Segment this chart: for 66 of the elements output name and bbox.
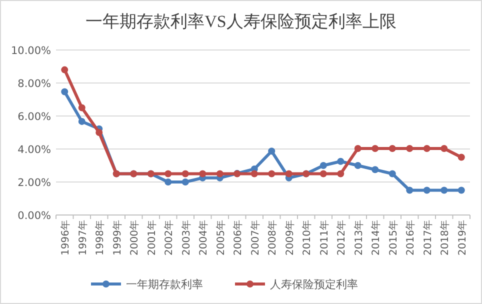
point <box>388 170 396 178</box>
point <box>78 118 86 125</box>
x-tick-label: 2009年 <box>284 220 296 256</box>
x-tick-label: 1996年 <box>60 220 72 256</box>
x-tick-label: 2013年 <box>352 220 365 256</box>
point <box>372 145 379 152</box>
point <box>337 158 344 165</box>
x-tick-label: 2018年 <box>439 220 452 256</box>
point <box>182 170 189 178</box>
point <box>354 145 362 152</box>
point <box>406 186 414 194</box>
point <box>268 148 276 155</box>
point <box>61 66 68 74</box>
point <box>61 88 68 96</box>
x-tick-label: 2012年 <box>336 220 348 256</box>
point <box>440 186 448 194</box>
x-tick-label: 2010年 <box>301 220 314 256</box>
y-tick-label: 6.00% <box>18 111 52 123</box>
x-tick-label: 1998年 <box>94 220 106 256</box>
y-tick-label: 8.00% <box>18 78 52 90</box>
point <box>423 145 430 152</box>
point <box>354 162 362 169</box>
point <box>164 178 172 186</box>
x-tick-label: 2007年 <box>249 220 262 256</box>
y-tick-label: 0.00% <box>18 210 52 222</box>
point <box>268 170 276 178</box>
point <box>423 186 430 194</box>
x-tick-label: 2000年 <box>128 220 141 256</box>
point <box>320 162 327 169</box>
x-tick-label: 2015年 <box>387 220 400 256</box>
x-tick-label: 2008年 <box>266 220 279 256</box>
point <box>337 170 344 178</box>
point <box>285 170 292 178</box>
point <box>96 129 103 136</box>
point <box>199 170 206 178</box>
x-tick-label: 2004年 <box>198 220 210 256</box>
y-tick-label: 4.00% <box>18 144 52 156</box>
point <box>216 170 224 178</box>
x-tick-label: 2016年 <box>404 220 417 256</box>
x-tick-label: 2017年 <box>422 220 434 256</box>
x-tick-label: 2003年 <box>180 220 192 256</box>
x-tick-label: 2002年 <box>163 220 176 256</box>
x-tick-label: 2014年 <box>370 220 382 256</box>
point <box>164 170 172 178</box>
y-tick-label: 2.00% <box>18 177 52 189</box>
chart-title: 一年期存款利率VS人寿保险预定利率上限 <box>86 12 396 31</box>
point <box>78 104 86 112</box>
legend-label: 一年期存款利率 <box>126 278 203 291</box>
x-tick-label: 2001年 <box>146 220 158 256</box>
x-tick-label: 1999年 <box>111 220 124 256</box>
point <box>182 178 189 186</box>
x-tick-label: 2011年 <box>318 220 330 256</box>
point <box>440 145 448 152</box>
legend-label: 人寿保险预定利率 <box>270 278 358 291</box>
x-tick-label: 2005年 <box>214 220 227 256</box>
point <box>458 154 465 161</box>
x-tick-label: 2006年 <box>232 220 244 256</box>
x-tick-label: 2019年 <box>456 220 468 256</box>
point <box>250 170 258 178</box>
point <box>320 170 327 178</box>
point <box>406 145 414 152</box>
y-tick-label: 10.00% <box>10 45 52 57</box>
point <box>388 145 396 152</box>
point <box>372 166 379 174</box>
point <box>458 186 465 194</box>
x-tick-label: 1997年 <box>76 220 89 256</box>
